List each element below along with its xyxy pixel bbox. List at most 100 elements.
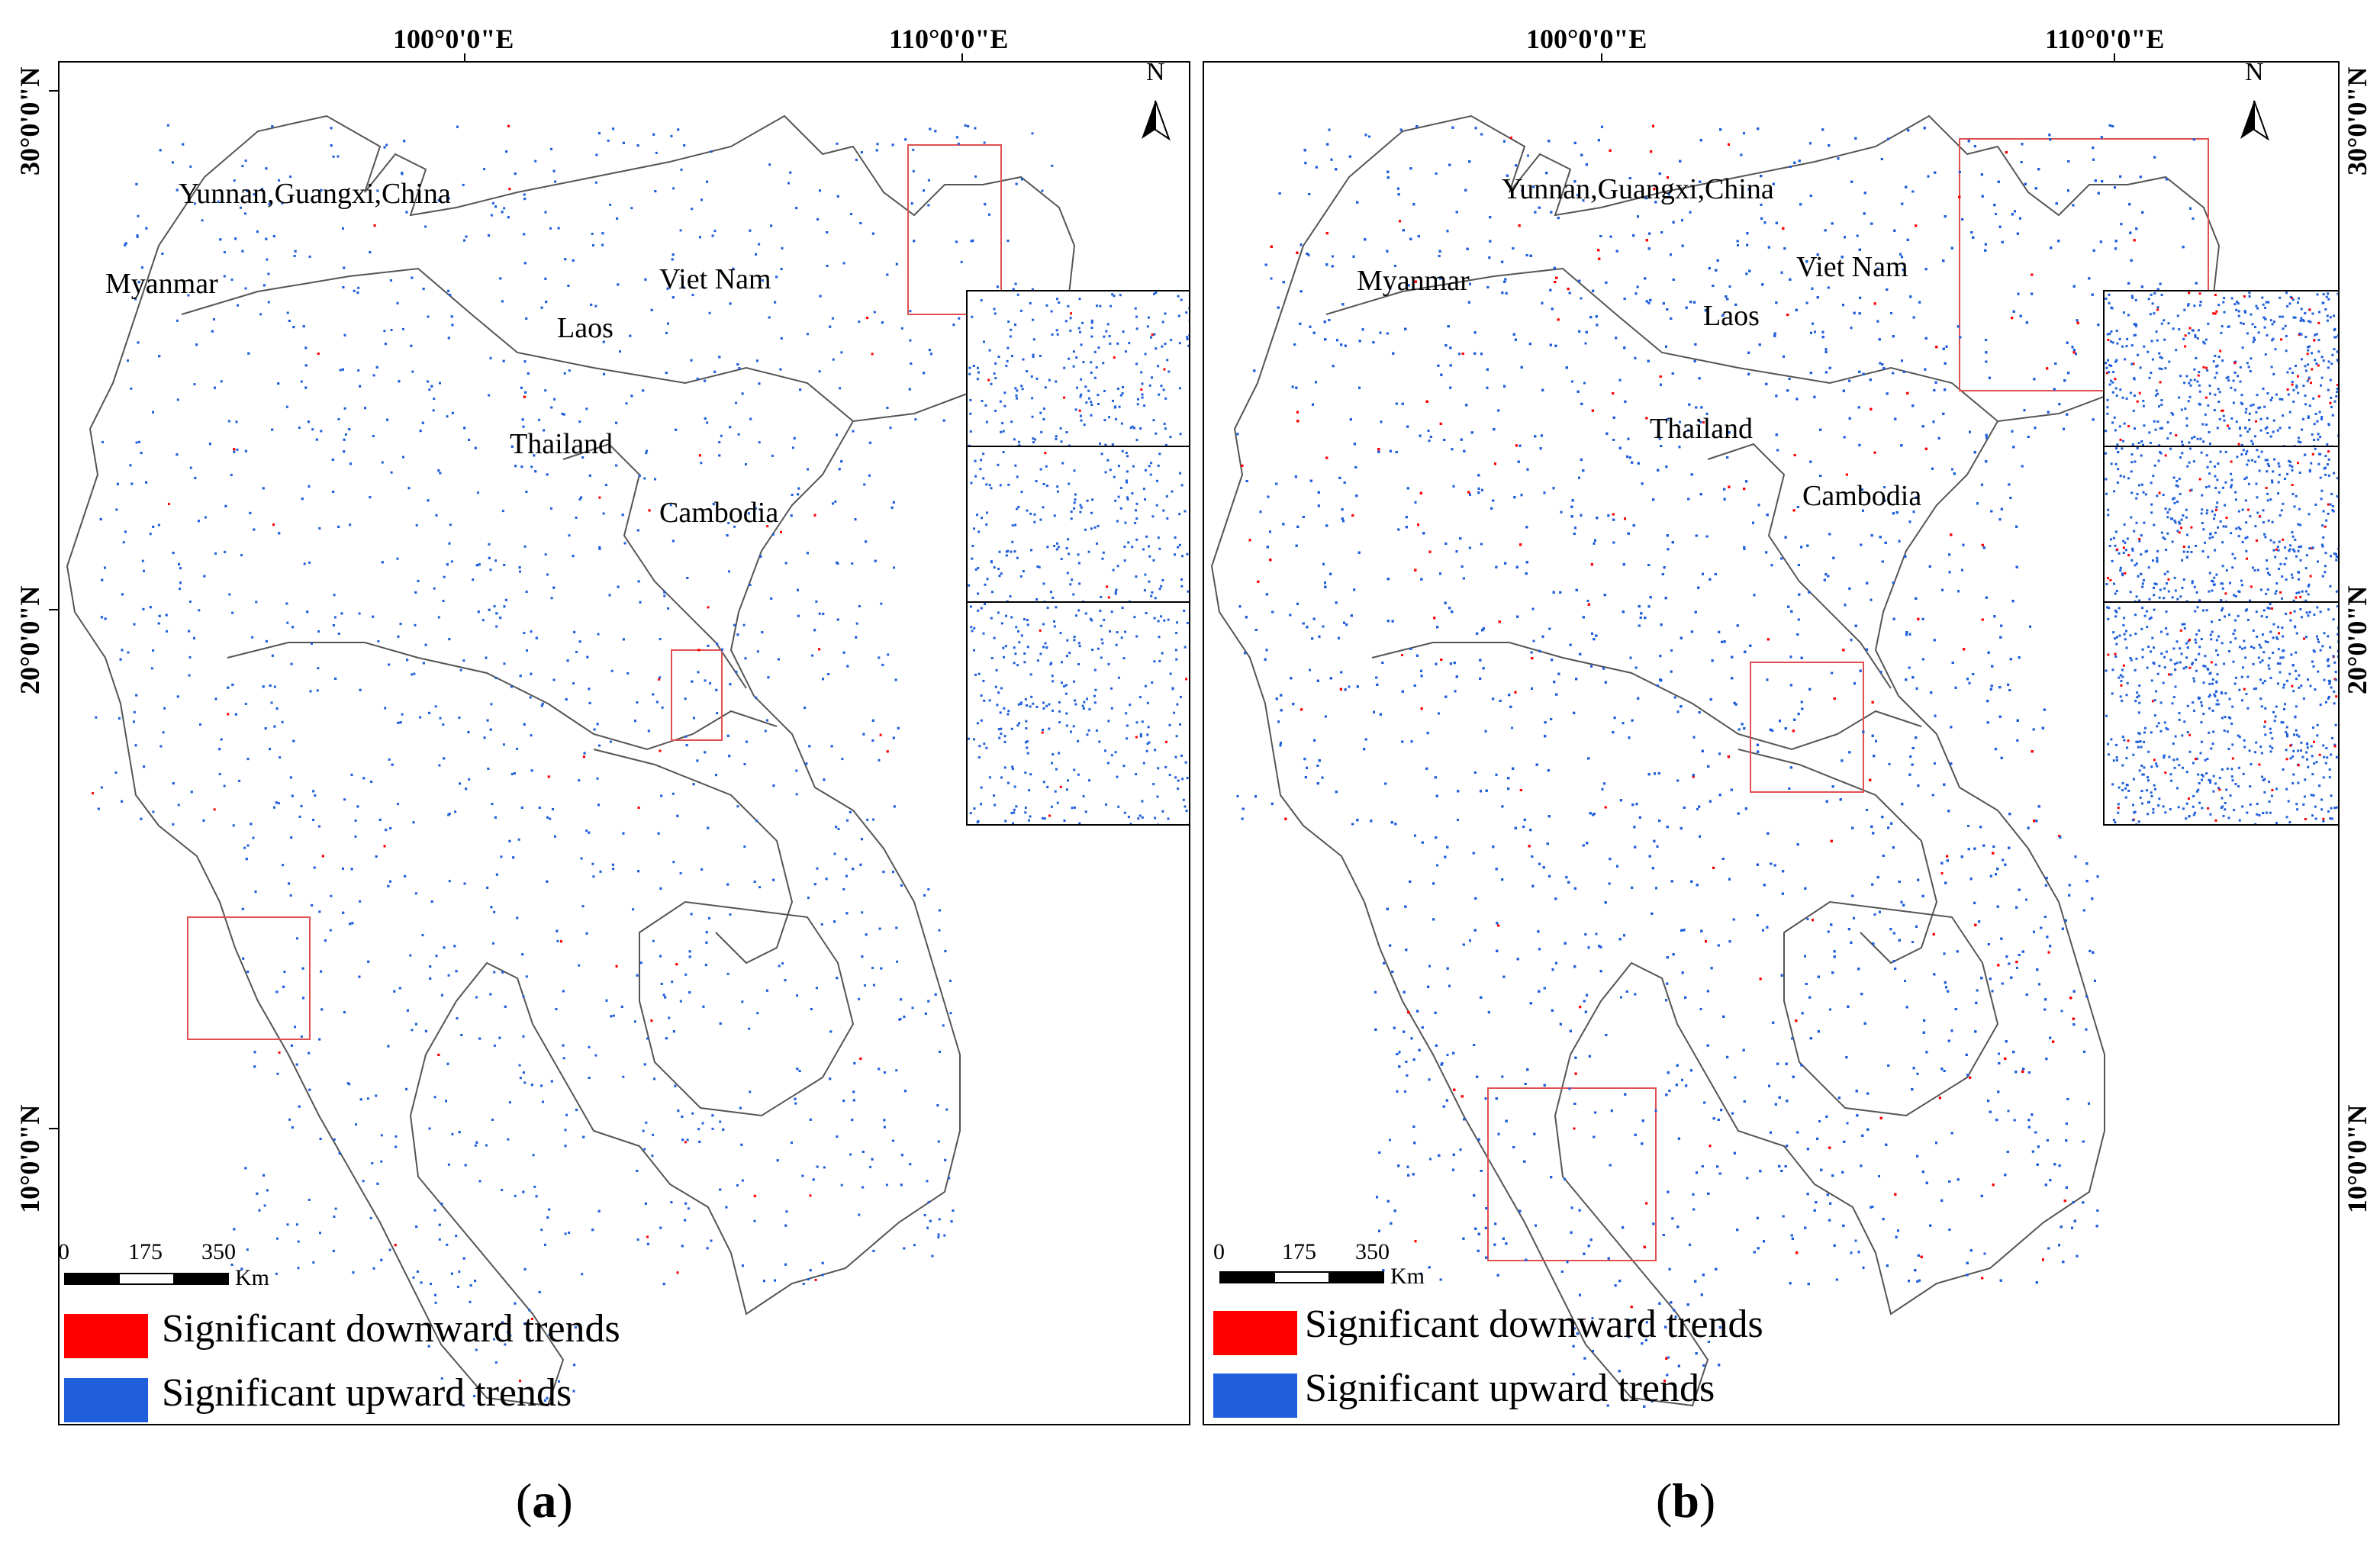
trend-pixel bbox=[1148, 580, 1151, 583]
trend-pixel bbox=[519, 1077, 522, 1080]
trend-pixel bbox=[594, 1054, 597, 1057]
trend-pixel bbox=[1124, 521, 1127, 524]
trend-pixel bbox=[1016, 556, 1019, 559]
trend-pixel bbox=[602, 340, 605, 343]
trend-pixel bbox=[1090, 371, 1093, 374]
trend-pixel bbox=[236, 448, 239, 451]
trend-pixel bbox=[315, 438, 318, 441]
trend-pixel bbox=[1187, 590, 1189, 593]
trend-pixel bbox=[520, 386, 523, 389]
trend-pixel bbox=[1046, 785, 1049, 788]
trend-pixel bbox=[188, 601, 192, 603]
trend-pixel bbox=[334, 1207, 337, 1210]
trend-pixel bbox=[1141, 382, 1144, 385]
trend-pixel bbox=[597, 803, 600, 807]
trend-pixel bbox=[698, 454, 701, 457]
trend-pixel bbox=[253, 193, 256, 196]
trend-pixel bbox=[1010, 420, 1013, 423]
trend-pixel bbox=[691, 680, 694, 683]
trend-pixel bbox=[985, 523, 988, 526]
trend-pixel bbox=[642, 1129, 645, 1132]
trend-pixel bbox=[512, 1390, 515, 1393]
border-line bbox=[227, 642, 778, 751]
trend-pixel bbox=[647, 729, 650, 733]
trend-pixel bbox=[1077, 609, 1081, 612]
trend-pixel bbox=[343, 407, 346, 410]
trend-pixel bbox=[354, 835, 357, 838]
trend-pixel bbox=[1078, 409, 1081, 412]
trend-pixel bbox=[1025, 727, 1028, 729]
trend-pixel bbox=[646, 1235, 649, 1238]
trend-pixel bbox=[265, 639, 268, 642]
trend-pixel bbox=[296, 937, 298, 940]
trend-pixel bbox=[871, 967, 874, 969]
trend-pixel bbox=[768, 163, 771, 166]
trend-pixel bbox=[295, 1223, 298, 1226]
trend-pixel bbox=[1179, 695, 1182, 698]
trend-pixel bbox=[375, 1094, 378, 1097]
trend-pixel bbox=[1135, 736, 1138, 739]
trend-pixel bbox=[868, 441, 871, 444]
trend-pixel bbox=[474, 1280, 477, 1283]
trend-pixel bbox=[626, 672, 630, 675]
trend-pixel bbox=[1140, 388, 1143, 391]
trend-pixel bbox=[851, 562, 854, 565]
trend-pixel bbox=[611, 863, 614, 866]
trend-pixel bbox=[302, 325, 305, 328]
trend-pixel bbox=[1119, 394, 1122, 397]
trend-pixel bbox=[318, 527, 321, 530]
trend-pixel bbox=[1121, 449, 1124, 452]
trend-pixel bbox=[555, 1008, 558, 1010]
trend-pixel bbox=[1014, 282, 1017, 285]
trend-pixel bbox=[513, 772, 516, 774]
trend-pixel bbox=[238, 779, 241, 782]
trend-pixel bbox=[136, 236, 139, 238]
trend-pixel bbox=[1078, 645, 1081, 648]
trend-pixel bbox=[706, 180, 709, 183]
trend-pixel bbox=[410, 344, 413, 347]
trend-pixel bbox=[542, 1100, 544, 1103]
trend-pixel bbox=[1074, 806, 1076, 809]
label-thailand: Thailand bbox=[510, 428, 614, 460]
trend-pixel bbox=[564, 1232, 567, 1235]
trend-pixel bbox=[562, 1057, 565, 1060]
trend-pixel bbox=[806, 333, 809, 336]
trend-pixel bbox=[836, 433, 838, 436]
trend-pixel bbox=[534, 159, 537, 163]
highlight-box bbox=[187, 916, 311, 1040]
trend-pixel bbox=[467, 731, 470, 734]
trend-pixel bbox=[189, 165, 192, 168]
trend-pixel bbox=[163, 707, 166, 710]
trend-pixel bbox=[411, 673, 414, 676]
trend-pixel bbox=[1178, 342, 1181, 345]
trend-pixel bbox=[237, 304, 239, 307]
trend-pixel bbox=[866, 818, 869, 821]
trend-pixel bbox=[675, 428, 678, 431]
trend-pixel bbox=[263, 1204, 266, 1207]
trend-pixel bbox=[1032, 353, 1035, 356]
trend-pixel bbox=[1001, 422, 1004, 425]
trend-pixel bbox=[97, 807, 100, 810]
trend-pixel bbox=[823, 1166, 826, 1169]
trend-pixel bbox=[573, 630, 576, 633]
trend-pixel bbox=[878, 927, 881, 930]
trend-pixel bbox=[1039, 629, 1042, 632]
trend-pixel bbox=[1180, 578, 1183, 581]
trend-pixel bbox=[1152, 559, 1155, 562]
trend-pixel bbox=[246, 971, 250, 973]
trend-pixel bbox=[548, 1333, 551, 1336]
trend-pixel bbox=[92, 792, 94, 795]
trend-pixel bbox=[291, 1126, 294, 1129]
trend-pixel bbox=[1058, 721, 1061, 724]
trend-pixel bbox=[791, 446, 794, 449]
trend-pixel bbox=[435, 514, 438, 517]
trend-pixel bbox=[539, 1400, 543, 1403]
trend-pixel bbox=[294, 250, 297, 253]
trend-pixel bbox=[686, 577, 689, 579]
trend-pixel bbox=[486, 719, 489, 722]
trend-pixel bbox=[308, 1051, 311, 1055]
trend-pixel bbox=[1048, 727, 1051, 730]
trend-pixel bbox=[1016, 724, 1019, 727]
trend-pixel bbox=[768, 316, 771, 319]
trend-pixel bbox=[224, 504, 227, 507]
